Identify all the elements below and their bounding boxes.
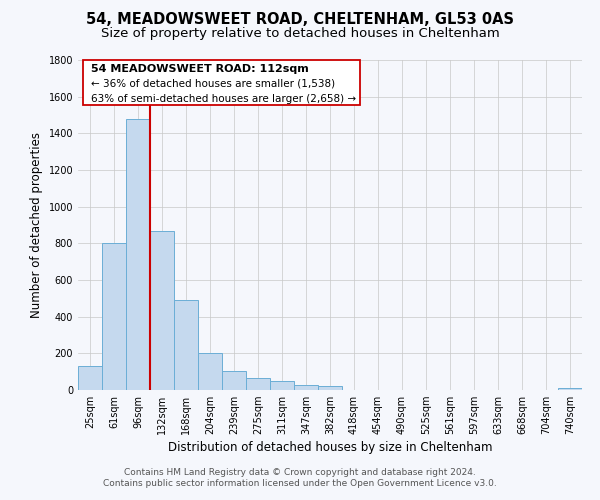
X-axis label: Distribution of detached houses by size in Cheltenham: Distribution of detached houses by size … <box>168 442 492 454</box>
Bar <box>174 300 198 390</box>
Bar <box>294 384 318 390</box>
Bar <box>150 230 174 390</box>
Text: 54 MEADOWSWEET ROAD: 112sqm: 54 MEADOWSWEET ROAD: 112sqm <box>91 64 308 74</box>
Bar <box>102 244 126 390</box>
Bar <box>78 366 102 390</box>
Bar <box>318 386 342 390</box>
Bar <box>558 388 582 390</box>
FancyBboxPatch shape <box>83 60 360 104</box>
Bar <box>198 354 222 390</box>
Bar <box>222 371 246 390</box>
Bar <box>270 381 294 390</box>
Text: ← 36% of detached houses are smaller (1,538): ← 36% of detached houses are smaller (1,… <box>91 79 335 89</box>
Text: Contains HM Land Registry data © Crown copyright and database right 2024.
Contai: Contains HM Land Registry data © Crown c… <box>103 468 497 487</box>
Y-axis label: Number of detached properties: Number of detached properties <box>30 132 43 318</box>
Text: 63% of semi-detached houses are larger (2,658) →: 63% of semi-detached houses are larger (… <box>91 94 356 104</box>
Bar <box>126 118 150 390</box>
Text: Size of property relative to detached houses in Cheltenham: Size of property relative to detached ho… <box>101 28 499 40</box>
Text: 54, MEADOWSWEET ROAD, CHELTENHAM, GL53 0AS: 54, MEADOWSWEET ROAD, CHELTENHAM, GL53 0… <box>86 12 514 28</box>
Bar <box>246 378 270 390</box>
